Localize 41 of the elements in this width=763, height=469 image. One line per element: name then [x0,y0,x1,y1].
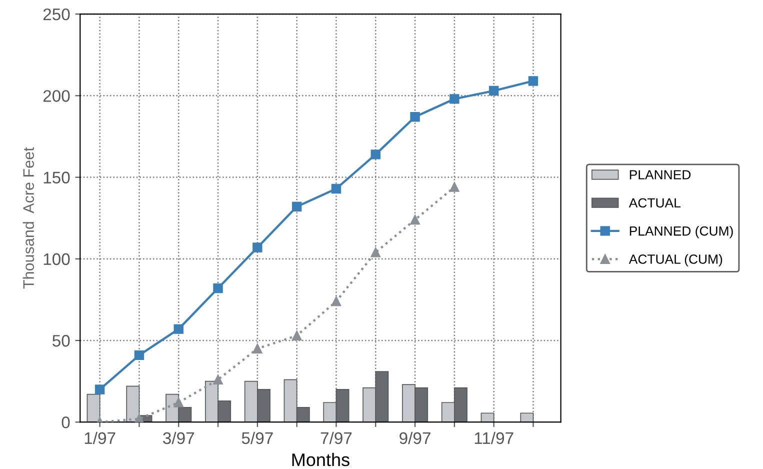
x-tick-label: 5/97 [242,432,273,444]
point [410,112,420,122]
point [331,296,342,306]
x-tick-label: 1/97 [84,432,116,444]
legend-label: PLANNED (CUM) [630,226,733,238]
bar [86,394,100,422]
y-tick-label: 100 [44,253,70,266]
y-tick-label: 200 [43,90,70,102]
point [134,350,144,360]
point [174,398,184,408]
point [370,248,380,258]
legend-label: ACTUAL [628,198,680,208]
point [134,414,144,422]
point [331,184,342,194]
legend-label: ACTUAL (CUM) [628,254,722,266]
point [488,86,499,96]
point [174,324,184,334]
bar [126,386,140,422]
x-axis-title: Months [292,452,350,466]
x-tick-label: 3/97 [163,432,194,444]
point [252,242,262,252]
x-tick-label: 11/97 [474,432,514,444]
point [410,214,420,225]
y-axis-title: Thousand Acre Feet [22,147,34,289]
point [292,330,302,340]
point [252,344,262,354]
y-tick-label: 50 [52,334,70,347]
y-tick-label: 250 [43,8,70,20]
point [213,283,223,294]
point [292,202,302,212]
point [370,150,380,160]
point [528,76,538,86]
x-tick-label: 7/97 [320,432,352,444]
point [213,374,223,385]
point [450,94,460,104]
y-tick-label: 150 [44,172,70,184]
legend-label: PLANNED [630,170,691,180]
point [450,182,460,192]
point [94,384,105,394]
y-tick-label: 0 [62,416,70,428]
x-tick-label: 9/97 [400,432,430,444]
